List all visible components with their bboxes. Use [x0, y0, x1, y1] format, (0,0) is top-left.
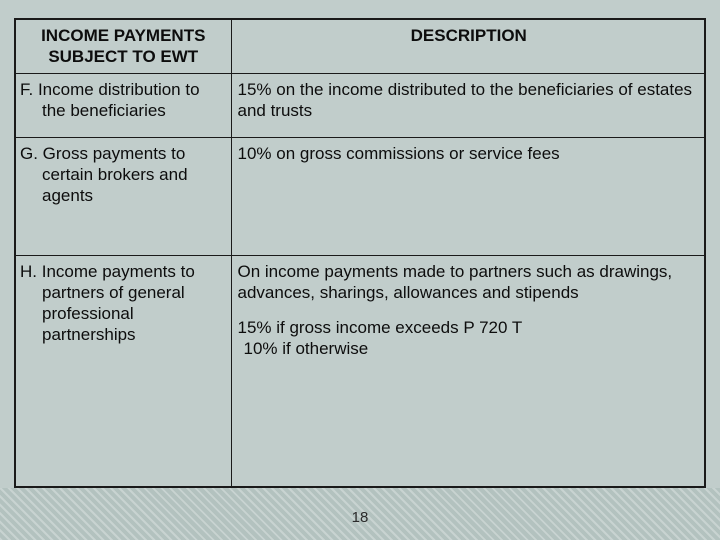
header-col-payments: INCOME PAYMENTS SUBJECT TO EWT: [16, 20, 231, 74]
table-header-row: INCOME PAYMENTS SUBJECT TO EWT DESCRIPTI…: [16, 20, 704, 74]
ewt-table-container: INCOME PAYMENTS SUBJECT TO EWT DESCRIPTI…: [14, 18, 706, 488]
page-number: 18: [0, 509, 720, 526]
table-row: H. Income payments to partners of genera…: [16, 256, 704, 486]
row-g-description: 10% on gross commissions or service fees: [231, 138, 704, 256]
table-row: F. Income distribution to the beneficiar…: [16, 74, 704, 138]
row-g-label: G. Gross payments to certain brokers and…: [16, 138, 231, 256]
ewt-table: INCOME PAYMENTS SUBJECT TO EWT DESCRIPTI…: [16, 20, 704, 486]
row-h-description: On income payments made to partners such…: [231, 256, 704, 486]
slide: INCOME PAYMENTS SUBJECT TO EWT DESCRIPTI…: [0, 0, 720, 540]
row-h-label: H. Income payments to partners of genera…: [16, 256, 231, 486]
row-h-desc-p1: On income payments made to partners such…: [238, 262, 699, 303]
table-row: G. Gross payments to certain brokers and…: [16, 138, 704, 256]
row-f-description: 15% on the income distributed to the ben…: [231, 74, 704, 138]
row-f-label: F. Income distribution to the beneficiar…: [16, 74, 231, 138]
row-h-desc-p2: 15% if gross income exceeds P 720 T 10% …: [238, 318, 699, 359]
header-col-description: DESCRIPTION: [231, 20, 704, 74]
